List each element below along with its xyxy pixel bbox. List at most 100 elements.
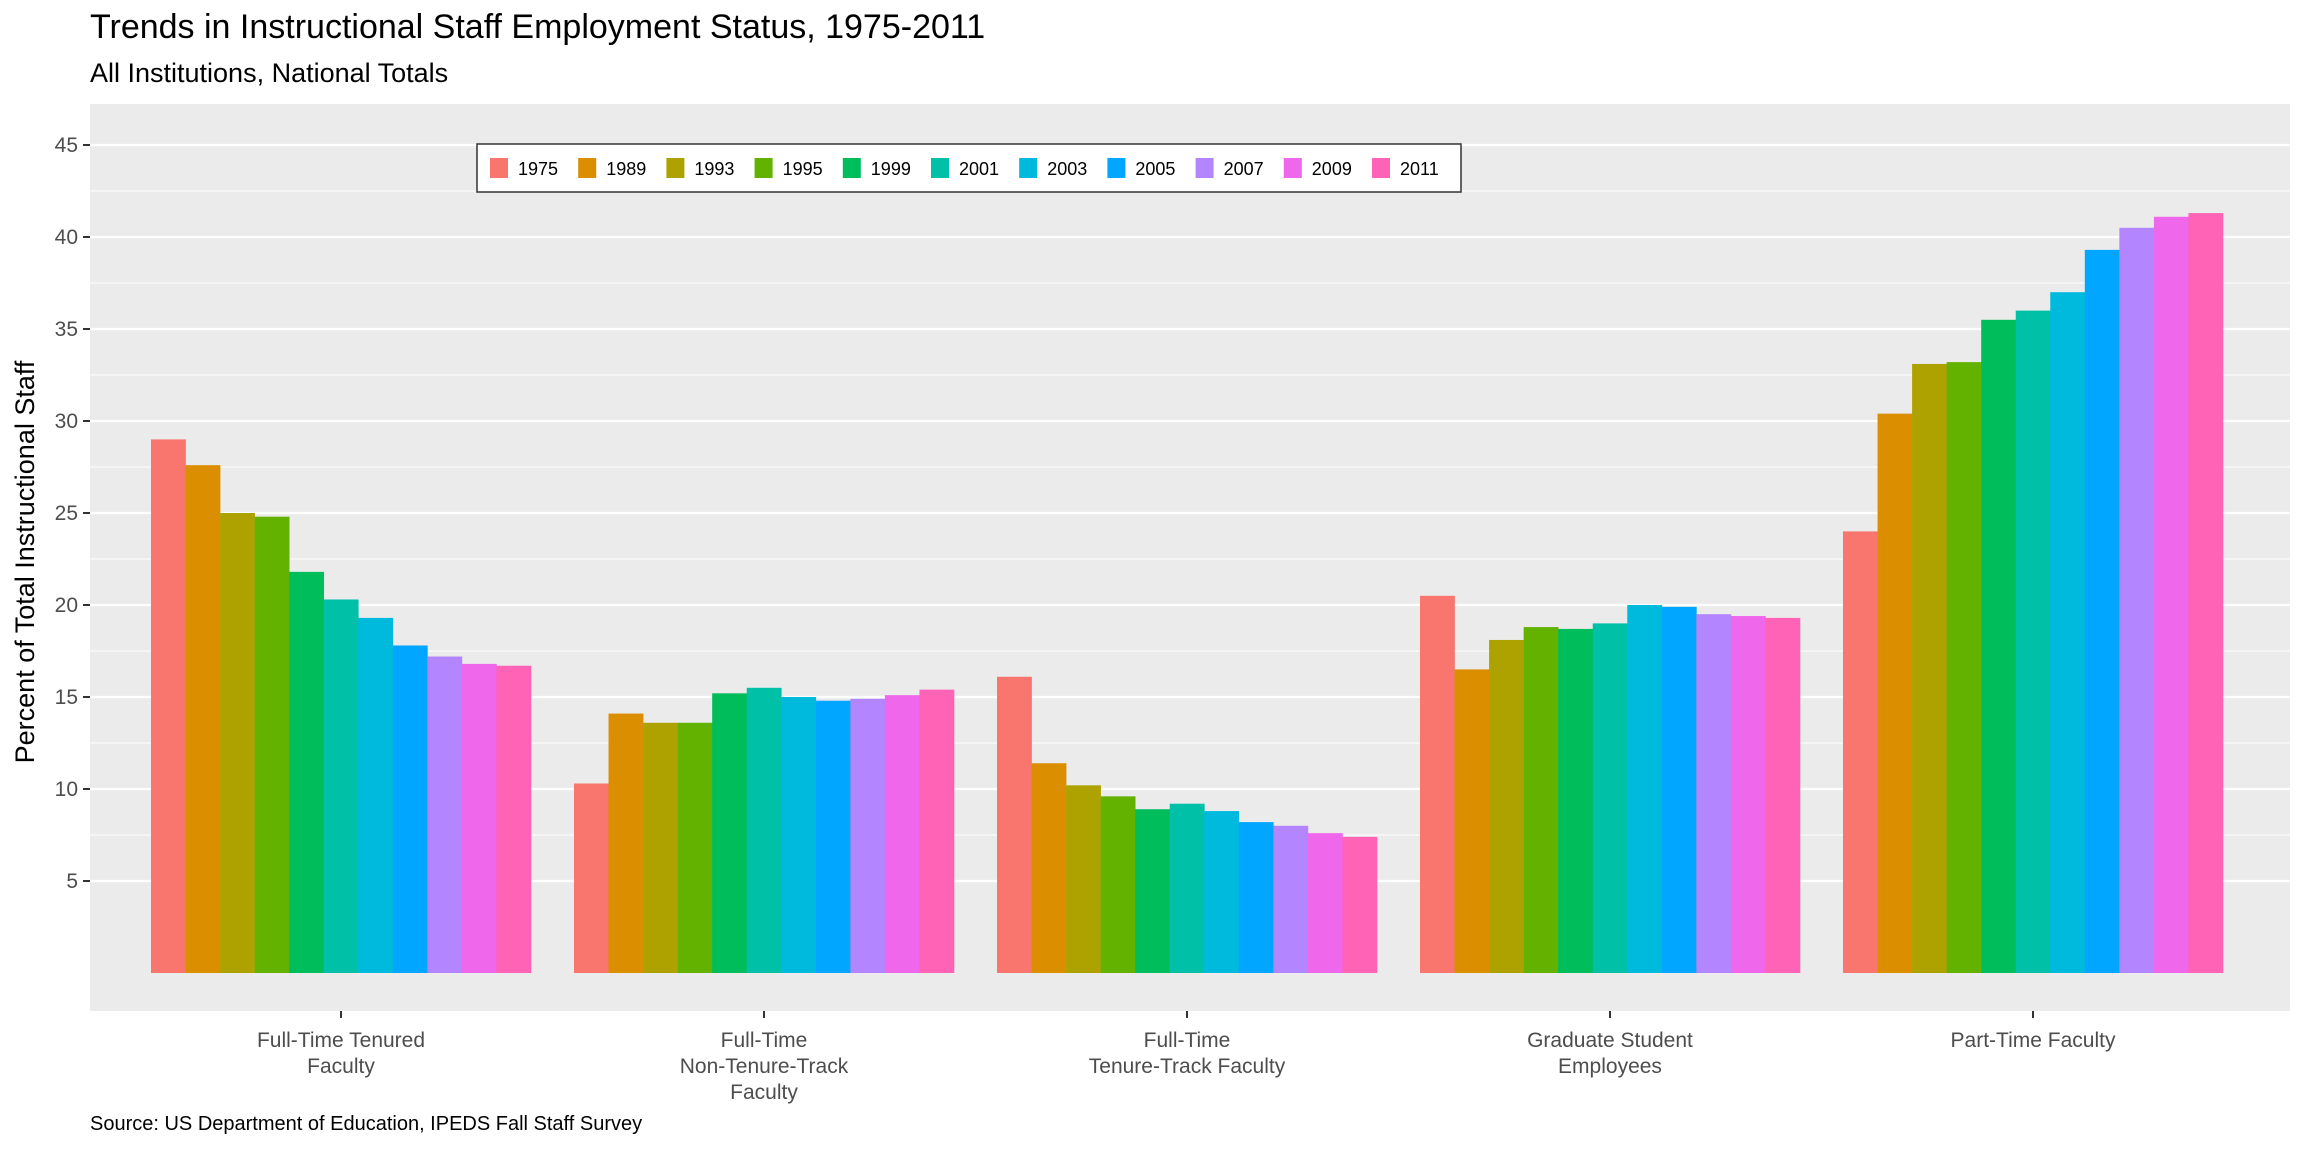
legend-label-2003: 2003 <box>1047 159 1087 179</box>
legend: 1975 1989 1993 1995 1999 2001 2003 2005 2007 2009… <box>476 143 1462 193</box>
x-tick-label: Part-Time Faculty <box>1951 1029 2116 1052</box>
bar-1993 <box>220 513 255 973</box>
legend-key-2005 <box>1107 158 1126 178</box>
bar-1989 <box>1454 669 1490 973</box>
bar-1975 <box>1843 531 1878 973</box>
bar-2001 <box>323 599 359 973</box>
legend-key-1975 <box>490 158 508 178</box>
bar-2001 <box>1592 623 1628 973</box>
x-tick-label-line: Full-Time <box>721 1029 808 1052</box>
bar-2011 <box>2188 213 2224 973</box>
bar-2011 <box>496 665 532 973</box>
bar-2009 <box>2153 216 2189 973</box>
bar-1993 <box>1912 363 1947 974</box>
bar-2003 <box>1627 605 1663 973</box>
x-tick-label-line: Faculty <box>730 1081 798 1104</box>
bar-2011 <box>919 689 955 973</box>
bar-1999 <box>1558 628 1594 973</box>
x-tick-label: Full-Time Tenure-Track Faculty <box>1089 1029 1286 1078</box>
bar-1995 <box>677 722 713 973</box>
bar-1993 <box>643 722 678 973</box>
bar-2011 <box>1342 836 1378 973</box>
bar-2009 <box>884 695 920 973</box>
x-tick-label: Full-Time Non-Tenure-Track Faculty <box>680 1029 849 1104</box>
bar-2001 <box>746 687 782 973</box>
legend-label-2001: 2001 <box>959 159 999 179</box>
bar-2007 <box>1273 825 1309 973</box>
legend-key-2003 <box>1019 158 1038 178</box>
x-tick-label-line: Graduate Student <box>1527 1029 1693 1052</box>
bar-1995 <box>1100 796 1136 973</box>
legend-key-2001 <box>931 158 949 178</box>
bar-2005 <box>1661 606 1697 973</box>
chart-title: Trends in Instructional Staff Employment… <box>90 8 986 46</box>
x-tick-label: Full-Time Tenured Faculty <box>257 1029 425 1078</box>
y-tick-label: 15 <box>55 686 78 709</box>
bar-1975 <box>151 439 186 973</box>
x-tick-label-line: Faculty <box>307 1055 375 1078</box>
legend-key-2011 <box>1372 158 1390 178</box>
bar-1989 <box>185 465 221 973</box>
source-note: Source: US Department of Education, IPED… <box>90 1113 643 1135</box>
legend-key-1993 <box>666 158 685 178</box>
legend-key-1989 <box>578 158 597 178</box>
bar-2005 <box>1238 822 1274 973</box>
bar-1989 <box>608 713 644 973</box>
y-tick-label: 10 <box>55 778 78 801</box>
y-tick-label: 45 <box>55 134 78 157</box>
bar-2003 <box>358 617 394 973</box>
legend-key-2007 <box>1195 158 1214 178</box>
bar-2009 <box>1307 833 1343 973</box>
bar-2003 <box>2050 292 2086 973</box>
bar-2011 <box>1765 617 1801 973</box>
legend-label-1999: 1999 <box>871 159 911 179</box>
legend-label-2005: 2005 <box>1135 159 1175 179</box>
legend-label-2009: 2009 <box>1312 159 1352 179</box>
bar-1975 <box>574 783 609 973</box>
bar-1999 <box>289 571 325 973</box>
legend-key-1999 <box>842 158 861 178</box>
bar-2007 <box>1696 614 1732 973</box>
bar-2005 <box>392 645 428 973</box>
bar-2007 <box>427 656 463 973</box>
legend-key-2009 <box>1283 158 1302 178</box>
x-tick-label-line: Full-Time <box>1144 1029 1231 1052</box>
chart-subtitle: All Institutions, National Totals <box>90 58 449 88</box>
bar-1999 <box>1135 809 1171 973</box>
bar-2009 <box>461 663 497 973</box>
bar-2005 <box>815 700 851 973</box>
bar-2001 <box>2015 310 2051 974</box>
bar-1975 <box>1420 595 1455 973</box>
legend-label-1995: 1995 <box>783 159 823 179</box>
y-axis-title: Percent of Total Instructional Staff <box>10 360 40 763</box>
x-tick-label-line: Non-Tenure-Track <box>680 1055 849 1078</box>
bar-1993 <box>1489 639 1524 973</box>
legend-key-1995 <box>754 158 773 178</box>
bar-2007 <box>2119 227 2155 974</box>
x-tick-label-line: Tenure-Track Faculty <box>1089 1055 1286 1078</box>
y-tick-label: 30 <box>55 410 78 433</box>
y-tick-label: 5 <box>66 870 78 893</box>
x-axis: Full-Time Tenured Faculty Full-Time Non-Ten… <box>257 1011 2116 1104</box>
legend-label-1993: 1993 <box>694 159 734 179</box>
bar-2003 <box>781 697 817 973</box>
bar-2009 <box>1730 616 1766 973</box>
bar-1989 <box>1031 763 1067 973</box>
y-axis: 5 10 15 20 25 30 35 40 45 <box>55 134 90 893</box>
y-tick-label: 40 <box>55 226 78 249</box>
legend-label-1975: 1975 <box>518 159 558 179</box>
bar-1995 <box>1523 627 1559 973</box>
bar-1999 <box>712 693 748 973</box>
legend-label-1989: 1989 <box>606 159 646 179</box>
bars <box>151 213 2224 974</box>
legend-label-2007: 2007 <box>1224 159 1264 179</box>
bar-1995 <box>254 516 290 973</box>
legend-label-2011: 2011 <box>1400 159 1439 179</box>
x-tick-label-line: Part-Time Faculty <box>1951 1029 2116 1052</box>
bar-2007 <box>850 698 886 973</box>
y-tick-label: 35 <box>55 318 78 341</box>
x-tick-label: Graduate Student Employees <box>1527 1029 1693 1078</box>
x-tick-label-line: Full-Time Tenured <box>257 1029 425 1052</box>
y-tick-label: 25 <box>55 502 78 525</box>
